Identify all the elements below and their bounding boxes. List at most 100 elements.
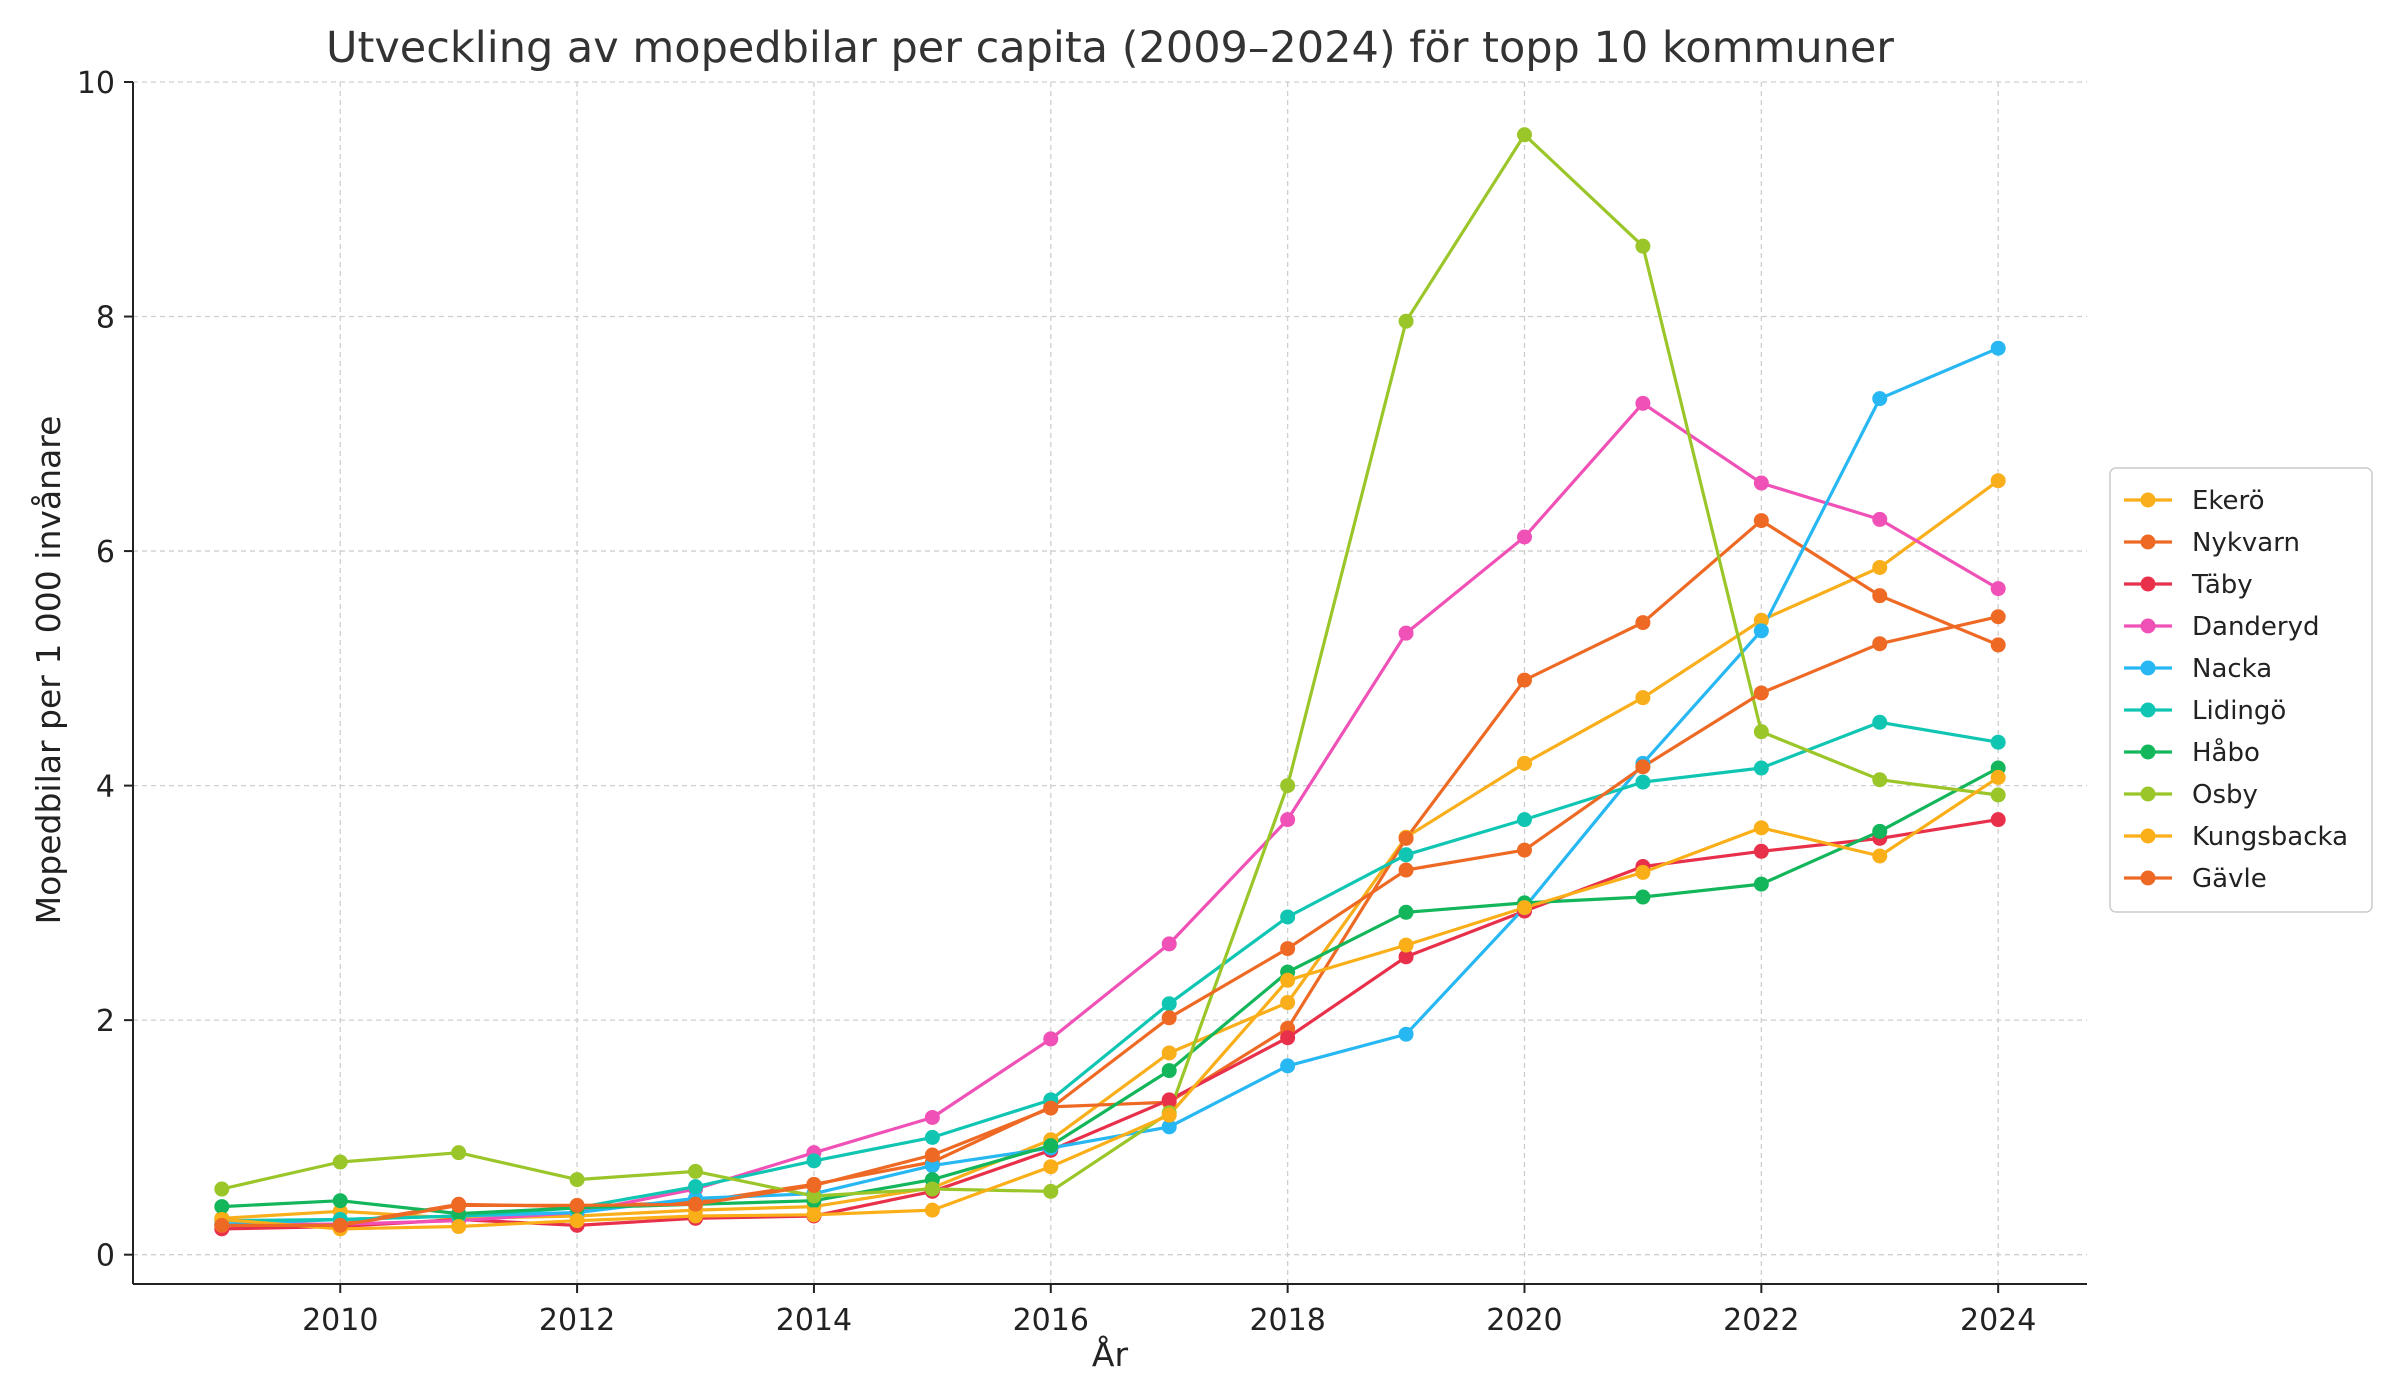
data-point-0-11 [1516,755,1532,771]
legend-label-7: Osby [2192,780,2258,810]
data-point-3-15 [1990,581,2006,597]
data-point-6-0 [214,1199,230,1215]
data-point-8-3 [569,1213,585,1229]
data-point-1-11 [1516,672,1532,688]
data-point-1-13 [1753,513,1769,529]
series-line-7 [220,133,2000,1198]
data-point-9-12 [1635,759,1651,775]
data-point-2-8 [1161,1092,1177,1108]
data-point-3-13 [1753,475,1769,491]
data-point-7-6 [924,1181,940,1197]
data-point-9-14 [1872,636,1888,652]
legend-swatch-marker-2 [2140,576,2156,592]
data-point-9-11 [1516,842,1532,858]
legend-swatch-marker-8 [2140,828,2156,844]
data-point-1-14 [1872,588,1888,604]
legend-label-6: Håbo [2192,737,2260,768]
legend-label-2: Täby [2191,570,2253,600]
legend-swatch-marker-5 [2140,702,2156,718]
data-point-9-15 [1990,609,2006,625]
data-point-7-15 [1990,787,2006,803]
x-tick-label: 2014 [776,1303,852,1338]
data-point-9-8 [1161,1010,1177,1026]
data-point-9-6 [924,1147,940,1163]
data-point-7-5 [806,1188,822,1204]
y-tick-label: 6 [96,535,115,570]
x-tick-label: 2016 [1013,1303,1089,1338]
legend-label-1: Nykvarn [2192,528,2300,558]
data-point-4-9 [1280,1058,1296,1074]
x-tick-label: 2020 [1486,1303,1562,1338]
data-point-8-9 [1280,972,1296,988]
data-point-5-9 [1280,909,1296,925]
data-point-9-0 [214,1217,230,1233]
data-point-8-15 [1990,769,2006,785]
data-point-5-4 [688,1179,704,1195]
axes [124,81,2087,1293]
legend-swatch-marker-9 [2140,870,2156,886]
data-point-7-4 [688,1163,704,1179]
data-point-7-11 [1516,127,1532,143]
legend-box [2109,467,2373,913]
data-point-7-12 [1635,238,1651,254]
data-point-8-14 [1872,848,1888,864]
legend-label-9: Gävle [2192,864,2267,894]
y-tick-label: 4 [96,770,115,805]
series-line-4 [220,346,2000,1226]
series-line-9 [220,615,2000,1227]
legend: Ekerö Nykvarn Täby Danderyd Nacka Lidingö Håbo… [2109,467,2373,913]
data-point-9-1 [332,1217,348,1233]
legend-label-0: Ekerö [2192,486,2265,516]
x-tick-label: 2010 [302,1303,378,1338]
data-point-0-12 [1635,690,1651,706]
series-line-1 [220,519,2000,1226]
series-line-8 [220,775,2000,1231]
data-point-3-12 [1635,395,1651,411]
series-line-5 [220,720,2000,1223]
data-point-6-1 [332,1193,348,1209]
data-point-3-11 [1516,529,1532,545]
data-point-6-8 [1161,1063,1177,1079]
legend-swatch-marker-3 [2140,618,2156,634]
data-point-0-13 [1753,612,1769,628]
data-point-7-1 [332,1154,348,1170]
data-point-4-6 [924,1158,940,1174]
legend-swatch-marker-6 [2140,744,2156,760]
data-point-4-13 [1753,623,1769,639]
series-points [214,127,2006,1237]
data-point-8-12 [1635,864,1651,880]
data-point-9-2 [451,1197,467,1213]
data-point-5-14 [1872,714,1888,730]
tick-labels: 2010 2012 2014 2016 2018 2020 2022 2024 0 2 4 6 8 10 [77,66,2037,1338]
data-point-6-12 [1635,889,1651,905]
data-point-3-8 [1161,936,1177,952]
x-tick-label: 2012 [539,1303,615,1338]
series-line-2 [220,818,2000,1231]
data-point-6-10 [1398,904,1414,920]
data-point-8-10 [1398,937,1414,953]
data-point-7-9 [1280,778,1296,794]
data-point-3-10 [1398,625,1414,641]
data-point-3-14 [1872,511,1888,527]
legend-label-8: Kungsbacka [2192,822,2348,852]
data-point-3-6 [924,1109,940,1125]
x-tick-label: 2018 [1249,1303,1325,1338]
y-tick-label: 10 [77,66,115,101]
data-point-5-5 [806,1153,822,1169]
data-point-1-10 [1398,830,1414,846]
y-tick-label: 0 [96,1239,115,1274]
legend-swatch-marker-0 [2140,492,2156,508]
data-point-2-15 [1990,812,2006,828]
data-point-5-15 [1990,734,2006,750]
data-point-9-9 [1280,941,1296,957]
legend-swatch-marker-1 [2140,534,2156,550]
data-point-9-13 [1753,685,1769,701]
data-point-7-13 [1753,724,1769,740]
y-axis-title: Mopedbilar per 1 000 invånare [29,416,68,925]
x-tick-label: 2022 [1723,1303,1799,1338]
series-line-3 [220,401,2000,1227]
data-point-0-8 [1161,1045,1177,1061]
data-point-8-2 [451,1219,467,1235]
data-point-6-7 [1043,1138,1059,1154]
